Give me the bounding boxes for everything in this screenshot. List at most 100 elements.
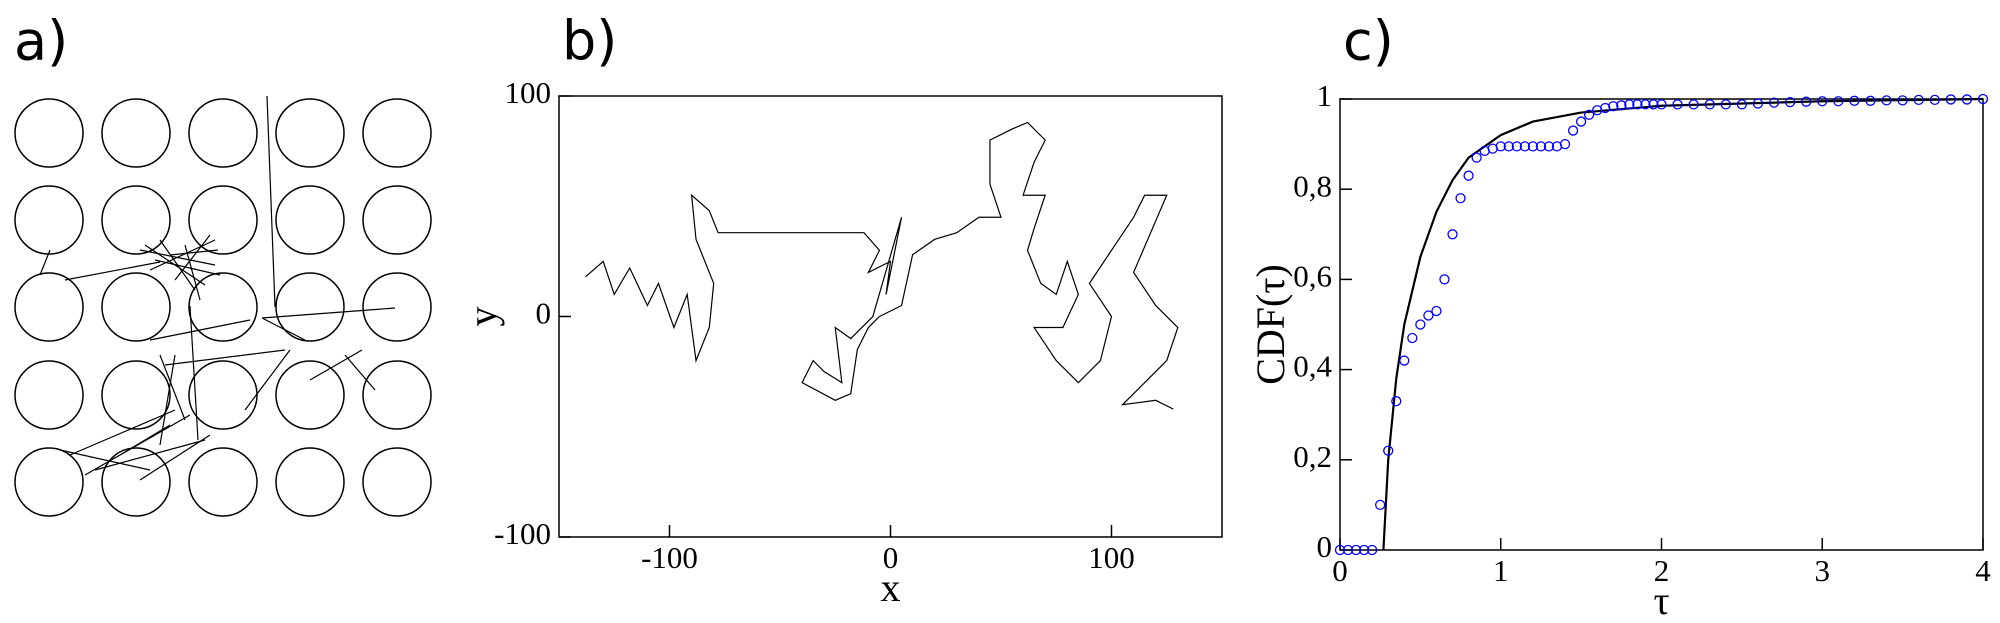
y-tick-label: 0 (536, 296, 552, 331)
data-point (1358, 544, 1370, 556)
data-point (1929, 94, 1940, 106)
data-point (1471, 152, 1482, 163)
node (362, 447, 432, 517)
data-point (1391, 396, 1402, 407)
node (188, 447, 258, 517)
x-tick-label: 100 (1088, 540, 1135, 575)
edge (39, 249, 51, 276)
data-point (1977, 93, 1989, 105)
data-point (1367, 544, 1378, 556)
node (275, 185, 345, 255)
data-line (1382, 97, 1984, 551)
edge (169, 249, 219, 256)
edge (69, 409, 176, 456)
data-point (1672, 99, 1683, 110)
data-point (1350, 544, 1362, 556)
data-point (1431, 305, 1442, 317)
data-point (1865, 95, 1876, 106)
edge (59, 449, 151, 471)
data-point (1736, 99, 1748, 110)
data-point (1945, 94, 1956, 105)
data-point (1656, 99, 1667, 110)
y-tick-label: 0,8 (1293, 168, 1332, 203)
x-axis-label: τ (1653, 578, 1669, 623)
edge (159, 354, 186, 421)
data-point (1399, 355, 1410, 366)
node (362, 272, 432, 342)
data-point (1527, 141, 1539, 152)
panel-label: a) (14, 10, 68, 73)
edge (164, 349, 286, 366)
data-point (1415, 319, 1426, 330)
data-point (1961, 94, 1973, 105)
y-tick-label: -100 (494, 516, 551, 551)
node (14, 447, 84, 517)
data-line (585, 121, 1179, 410)
node (275, 272, 345, 342)
edge (184, 244, 201, 301)
node (101, 272, 171, 342)
data-point (1801, 96, 1812, 107)
data-point (1881, 95, 1892, 106)
x-tick-label: 1 (1493, 553, 1509, 588)
data-point (1600, 102, 1611, 114)
edge (189, 305, 199, 441)
node (275, 98, 345, 168)
node (14, 98, 84, 168)
node (14, 272, 84, 342)
data-point (1495, 141, 1506, 152)
y-axis-label: CDF(τ) (1248, 264, 1293, 385)
node (14, 185, 84, 255)
node (188, 98, 258, 168)
data-point (1439, 274, 1450, 285)
edge (154, 259, 221, 276)
data-point (1584, 109, 1595, 120)
data-point (1768, 97, 1780, 108)
network-diagram (14, 95, 432, 517)
plots: a) b) -100 0 100 -100 0 100 x y c) 0 1 2 3 4 0 0,2 0,4 0,6 0… (14, 10, 1991, 623)
data-point (1616, 100, 1627, 111)
edge (174, 234, 211, 281)
y-tick-label: 0,2 (1293, 439, 1332, 474)
data-point (1423, 310, 1434, 321)
data-point (1503, 141, 1514, 152)
data-point (1720, 99, 1731, 110)
edge (119, 424, 171, 456)
data-point (1383, 445, 1394, 456)
x-tick-label: 3 (1815, 553, 1831, 588)
data-point (1519, 141, 1531, 152)
node (275, 447, 345, 517)
data-point (1342, 544, 1354, 556)
data-point (1334, 544, 1346, 556)
edge (344, 354, 376, 391)
node (362, 185, 432, 255)
node (275, 360, 345, 430)
data-point (1608, 101, 1619, 112)
panel-label: c) (1343, 10, 1394, 73)
x-tick-label: -100 (641, 540, 698, 575)
data-point (1543, 141, 1555, 152)
data-point (1632, 99, 1643, 110)
edge (309, 349, 363, 381)
data-point (1567, 125, 1579, 136)
data-point (1463, 170, 1474, 181)
node (362, 360, 432, 430)
data-point (1897, 95, 1908, 106)
edge (261, 307, 396, 319)
x-tick-label: 4 (1975, 553, 1991, 588)
node (362, 98, 432, 168)
data-point (1624, 99, 1635, 110)
data-point (1752, 98, 1764, 109)
node (14, 360, 84, 430)
y-tick-label: 100 (505, 75, 552, 110)
y-tick-label: 0 (1317, 529, 1333, 564)
node (101, 360, 171, 430)
edge (261, 317, 306, 341)
data-point (1407, 332, 1418, 344)
edge (149, 239, 216, 271)
data-point (1535, 141, 1547, 152)
node (101, 447, 171, 517)
data-point (1784, 97, 1796, 108)
